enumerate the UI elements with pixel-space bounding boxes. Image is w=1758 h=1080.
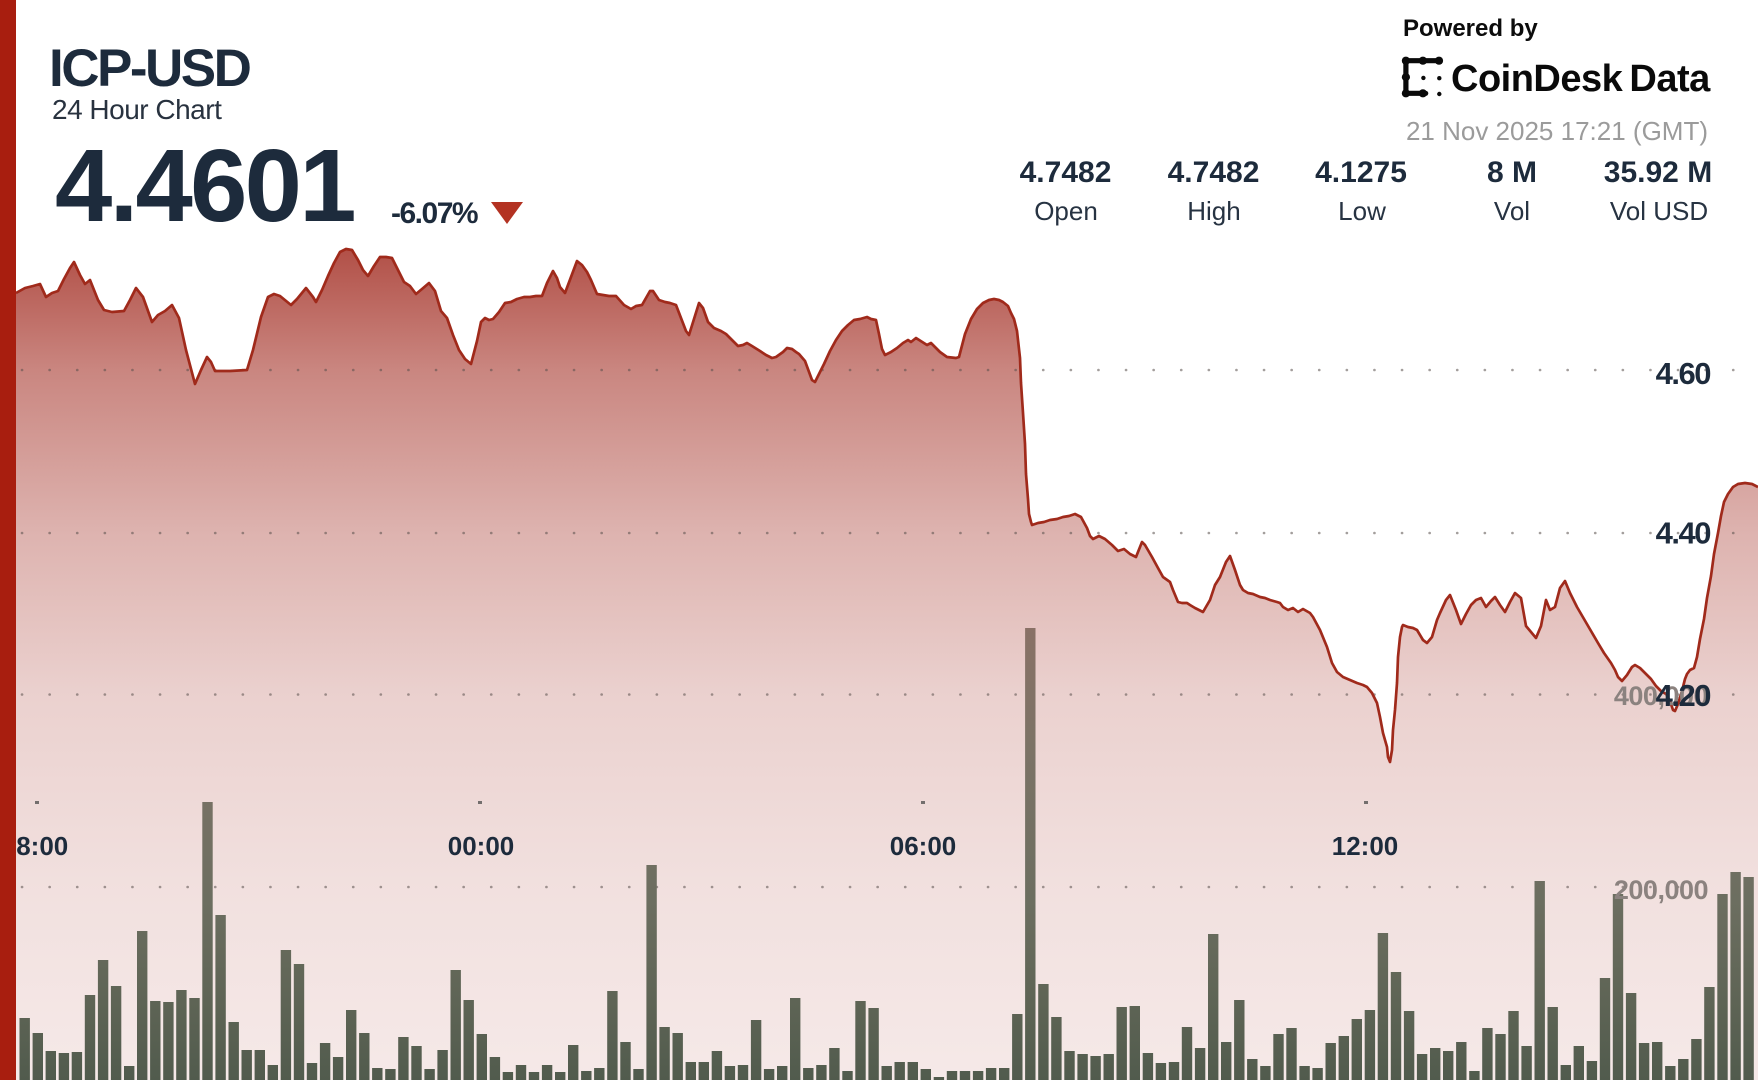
svg-text:12:00: 12:00: [1332, 831, 1399, 861]
svg-text:200,000: 200,000: [1614, 875, 1708, 905]
svg-text:00:00: 00:00: [448, 831, 515, 861]
svg-text:4.40: 4.40: [1656, 516, 1711, 551]
svg-text:400,000: 400,000: [1614, 681, 1708, 711]
svg-text:4.20: 4.20: [1656, 678, 1711, 713]
svg-text:4.60: 4.60: [1656, 356, 1711, 391]
svg-text:06:00: 06:00: [890, 831, 957, 861]
